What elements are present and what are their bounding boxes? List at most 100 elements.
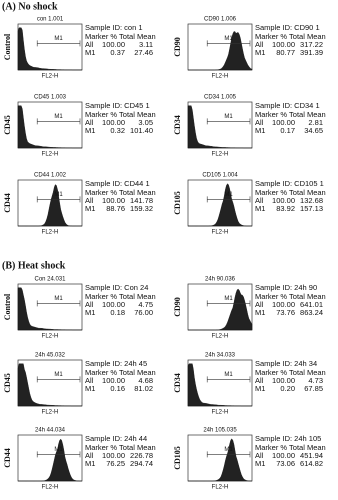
stats-cell: 0.17 (280, 126, 295, 135)
gate-label: M1 (224, 114, 233, 120)
gate-label: M1 (54, 447, 63, 453)
histogram (188, 438, 252, 482)
stats-header: Marker % Total Mean (255, 110, 326, 119)
histogram (17, 287, 83, 331)
stats-cell: All (255, 196, 264, 205)
sample-id: Sample ID: con 1 (85, 23, 143, 32)
stats-cell: 317.22 (300, 40, 323, 49)
stats-cell: All (85, 300, 94, 309)
stats-cell: All (85, 118, 94, 127)
x-axis-label: FL2-H (42, 334, 59, 340)
x-axis-label: FL2-H (212, 410, 229, 416)
gate-label: M1 (54, 114, 63, 120)
marker-label: Control (3, 33, 12, 60)
stats-cell: M1 (85, 308, 95, 317)
histogram (17, 363, 83, 407)
stats-cell: 100.00 (272, 118, 295, 127)
stats-header: Marker % Total Mean (255, 32, 326, 41)
stats-cell: 34.65 (304, 126, 323, 135)
stats-cell: 132.68 (300, 196, 323, 205)
stats-cell: 100.00 (102, 40, 125, 49)
x-axis-label: FL2-H (42, 485, 59, 491)
sample-id: Sample ID: CD90 1 (255, 23, 320, 32)
histogram (188, 288, 253, 331)
stats-cell: M1 (85, 384, 95, 393)
stats-cell: M1 (85, 459, 95, 468)
stats-cell: 88.76 (106, 204, 125, 213)
stats-cell: M1 (255, 48, 265, 57)
stats-header: Marker % Total Mean (255, 368, 326, 377)
x-axis-label: FL2-H (212, 485, 229, 491)
file-name: 24h 105.035 (203, 428, 237, 434)
stats-cell: 100.00 (102, 376, 125, 385)
file-name: 24h 44.034 (35, 428, 66, 434)
gate-label: M1 (224, 296, 233, 302)
stats-cell: 157.13 (300, 204, 323, 213)
histogram-panel: CD105 24h 105.035 M1 FL2-H Sample ID: 24h 10… (173, 428, 326, 491)
stats-cell: 80.77 (276, 48, 295, 57)
marker-label: CD45 (3, 373, 12, 393)
stats-cell: 4.75 (138, 300, 153, 309)
stats-cell: 100.00 (272, 376, 295, 385)
x-axis-label: FL2-H (42, 74, 59, 80)
histogram-panel: CD45 CD45 1.003 M1 FL2-H Sample ID: CD45 1Ma… (3, 95, 156, 158)
sample-id: Sample ID: CD34 1 (255, 101, 320, 110)
histogram (187, 105, 253, 149)
stats-cell: 67.85 (304, 384, 323, 393)
gate-label: M1 (224, 36, 233, 42)
stats-cell: M1 (255, 126, 265, 135)
histogram-panel: CD105 CD105 1.004 M1 FL2-H Sample ID: CD105 … (173, 173, 326, 236)
stats-header: Marker % Total Mean (85, 443, 156, 452)
marker-label: CD45 (3, 115, 12, 135)
gate-label: M1 (54, 372, 63, 378)
stats-header: Marker % Total Mean (255, 188, 326, 197)
stats-cell: 159.32 (130, 204, 153, 213)
stats-header: Marker % Total Mean (85, 368, 156, 377)
stats-cell: 0.32 (110, 126, 125, 135)
stats-cell: 100.00 (102, 300, 125, 309)
stats-cell: 73.76 (276, 308, 295, 317)
file-name: CD45 1.003 (34, 95, 67, 101)
marker-label: CD105 (173, 191, 182, 215)
stats-cell: M1 (85, 204, 95, 213)
stats-header: Marker % Total Mean (85, 32, 156, 41)
stats-header: Marker % Total Mean (85, 292, 156, 301)
histogram (18, 438, 82, 482)
gate-label: M1 (54, 192, 63, 198)
sample-id: Sample ID: CD45 1 (85, 101, 150, 110)
histogram (17, 27, 83, 71)
stats-cell: 83.92 (276, 204, 295, 213)
x-axis-label: FL2-H (212, 74, 229, 80)
stats-cell: 4.68 (138, 376, 153, 385)
marker-label: CD90 (173, 37, 182, 57)
stats-cell: 0.20 (280, 384, 295, 393)
histogram (17, 105, 83, 149)
histogram-panel: CD90 CD90 1.006 M1 FL2-H Sample ID: CD90 1Ma… (173, 17, 326, 80)
gate-label: M1 (224, 372, 233, 378)
file-name: CD34 1.005 (204, 95, 237, 101)
stats-cell: All (85, 376, 94, 385)
histogram (188, 183, 252, 227)
plot-frame (17, 101, 83, 149)
x-axis-label: FL2-H (42, 152, 59, 158)
x-axis-label: FL2-H (212, 334, 229, 340)
file-name: CD44 1.002 (34, 173, 67, 179)
stats-cell: M1 (255, 204, 265, 213)
file-name: CD90 1.006 (204, 17, 237, 23)
stats-cell: 451.94 (300, 451, 323, 460)
marker-label: Control (3, 293, 12, 320)
stats-cell: 0.18 (110, 308, 125, 317)
stats-cell: 0.16 (110, 384, 125, 393)
histogram-panel: Control Con 24.031 M1 FL2-H Sample ID: Con 2… (3, 277, 156, 340)
stats-cell: 100.00 (272, 196, 295, 205)
stats-cell: 100.00 (272, 451, 295, 460)
x-axis-label: FL2-H (42, 230, 59, 236)
histogram (18, 184, 82, 227)
stats-cell: 100.00 (102, 451, 125, 460)
stats-cell: 73.06 (276, 459, 295, 468)
stats-cell: 0.37 (110, 48, 125, 57)
histogram-panel: CD45 24h 45.032 M1 FL2-H Sample ID: 24h 45Ma… (3, 353, 156, 416)
stats-cell: All (85, 40, 94, 49)
